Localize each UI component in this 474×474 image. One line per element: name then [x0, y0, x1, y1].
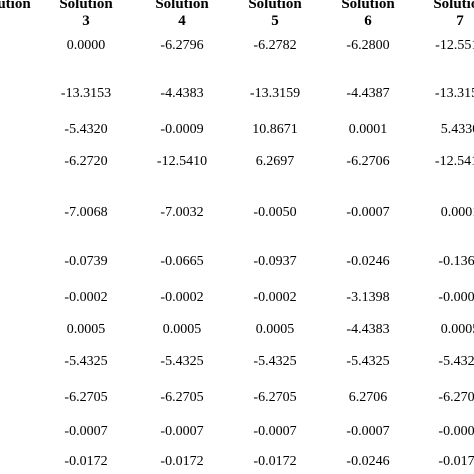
table-cell: -0.0246 [0, 254, 30, 270]
table-cell: -6.2705 [64, 390, 108, 405]
table-cell: -0.0007 [346, 424, 390, 439]
table-cell: -6.2705 [253, 390, 297, 405]
table-cell: -7.0032 [160, 205, 204, 220]
table-cell: -5.4325 [0, 354, 30, 370]
table-cell: -6.2705 [0, 154, 30, 170]
table-cell: -12.5410 [156, 154, 208, 169]
table-cell: -0.0172 [0, 454, 30, 470]
table-cell: -5.4325 [346, 354, 390, 369]
table-cell: -0.0002 [253, 290, 297, 305]
table-cell: -13.3153 [60, 86, 112, 101]
table-cell: -0.0172 [253, 454, 297, 469]
table-cell: -6.2720 [64, 154, 108, 169]
table-cell: -5.4320 [64, 122, 108, 137]
table-cell: -13.3153 [434, 86, 474, 101]
table-cell: -0.0172 [438, 454, 474, 469]
table-cell: -0.0009 [160, 122, 204, 137]
table-cell: 5.4330 [440, 122, 474, 137]
table-cell: -0.0007 [0, 424, 30, 440]
column-header-solution-3: Solution 3 [59, 0, 113, 29]
table-cell: -0.0739 [64, 254, 108, 269]
table-cell: -5.4325 [0, 122, 30, 138]
table-cell: -0.0002 [160, 290, 204, 305]
table-cell: -6.2796 [160, 38, 204, 53]
table-cell: -0.0007 [253, 424, 297, 439]
table-cell: -4.4383 [346, 322, 390, 337]
table-cell: 0.0001 [348, 122, 388, 137]
table-cell: -5.4325 [64, 354, 108, 369]
table-cell: -3.1398 [346, 290, 390, 305]
column-header-solution-5: Solution 5 [248, 0, 302, 29]
table-cell: -12.5511 [435, 38, 474, 53]
table-cell: -5.4325 [160, 354, 204, 369]
table-cell: 6.2697 [255, 154, 295, 169]
table-cell: -0.0007 [346, 205, 390, 220]
table-cell: -6.2705 [438, 390, 474, 405]
table-cell: -4.4383 [160, 86, 204, 101]
table-cell: -6.2798 [0, 38, 30, 54]
table-cell: -0.0246 [346, 254, 390, 269]
column-header-solution-4: Solution 4 [155, 0, 209, 29]
table-cell: 0.0005 [255, 322, 295, 337]
table-cell: -0.0937 [253, 254, 297, 269]
table-cell: -6.2705 [0, 390, 30, 406]
table-cell: -0.0007 [0, 205, 30, 221]
table-cell: -6.2705 [160, 390, 204, 405]
table-cell: -0.0007 [64, 424, 108, 439]
table-cell: -0.0172 [64, 454, 108, 469]
table-cell: 0.0000 [66, 38, 106, 53]
table-cell: -0.0007 [438, 424, 474, 439]
column-header-solution-6: Solution 6 [341, 0, 395, 29]
table-cell: -0.0007 [160, 424, 204, 439]
table-cell: -5.4325 [253, 354, 297, 369]
column-header-solution-2: Solution [0, 0, 31, 12]
table-cell: -12.5410 [434, 154, 474, 169]
column-header-solution-7: Solution 7 [433, 0, 474, 29]
table-cell: -0.1360 [438, 254, 474, 269]
table-cell: 0.0005 [440, 322, 474, 337]
table-cell: -5.4325 [438, 354, 474, 369]
table-cell: -0.0002 [438, 290, 474, 305]
table-cell: -6.2800 [346, 38, 390, 53]
table-cell: -0.0002 [0, 290, 30, 306]
table-cell: -6.2782 [253, 38, 297, 53]
table-cell: -4.4383 [0, 86, 30, 102]
table-cell: 0.0005 [0, 322, 30, 338]
table-cell: -6.2706 [346, 154, 390, 169]
table-cell: 10.8671 [252, 122, 298, 137]
table-cell: -7.0068 [64, 205, 108, 220]
table-cell: -0.0172 [160, 454, 204, 469]
table-cell: 0.0001 [440, 205, 474, 220]
table-cell: -0.0665 [160, 254, 204, 269]
table-cell: 6.2706 [348, 390, 388, 405]
table-cell: -4.4387 [346, 86, 390, 101]
table-cell: -0.0050 [253, 205, 297, 220]
table-cell: 0.0005 [162, 322, 202, 337]
table-cell: -13.3159 [249, 86, 301, 101]
table-cell: -0.0002 [64, 290, 108, 305]
table-cell: -0.0246 [346, 454, 390, 469]
table-cell: 0.0005 [66, 322, 106, 337]
